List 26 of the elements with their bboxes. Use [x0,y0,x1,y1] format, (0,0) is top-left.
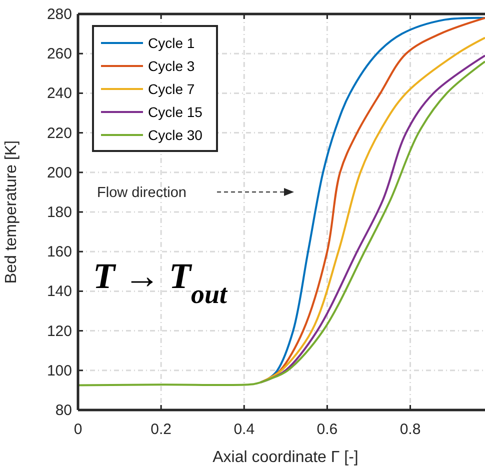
y-tick-label: 220 [46,124,72,142]
y-tick-label: 260 [46,46,72,63]
y-tick-label: 120 [46,322,72,340]
x-tick-label: 0.6 [316,421,338,438]
line-series [77,60,485,386]
y-tick-label: 160 [46,244,72,261]
x-tick-label: 0.4 [234,421,255,438]
x-axis-title: Axial coordinate Γ [-] [212,449,358,466]
y-tick-label: 140 [46,283,72,300]
y-tick-label: 180 [46,204,72,221]
y-tick-label: 100 [46,362,72,380]
annotation: T → T$_{out}$ [93,256,228,309]
y-tick-label: 240 [46,85,72,102]
legend-label: Cycle 3 [148,58,195,74]
x-tick-label: 0.2 [150,421,172,438]
legend-label: Cycle 15 [148,104,203,120]
y-axis-title: Bed temperature [K] [3,140,20,284]
legend-label: Cycle 7 [148,81,195,97]
y-tick-label: 280 [46,6,72,23]
y-tick-label: 200 [46,164,72,182]
annotation: Flow direction [97,185,186,201]
legend-label: Cycle 1 [148,35,195,51]
x-tick-label: 0.8 [400,421,421,438]
x-tick-label: 0 [74,421,82,438]
legend-label: Cycle 30 [148,127,203,143]
y-tick-label: 80 [55,402,72,419]
